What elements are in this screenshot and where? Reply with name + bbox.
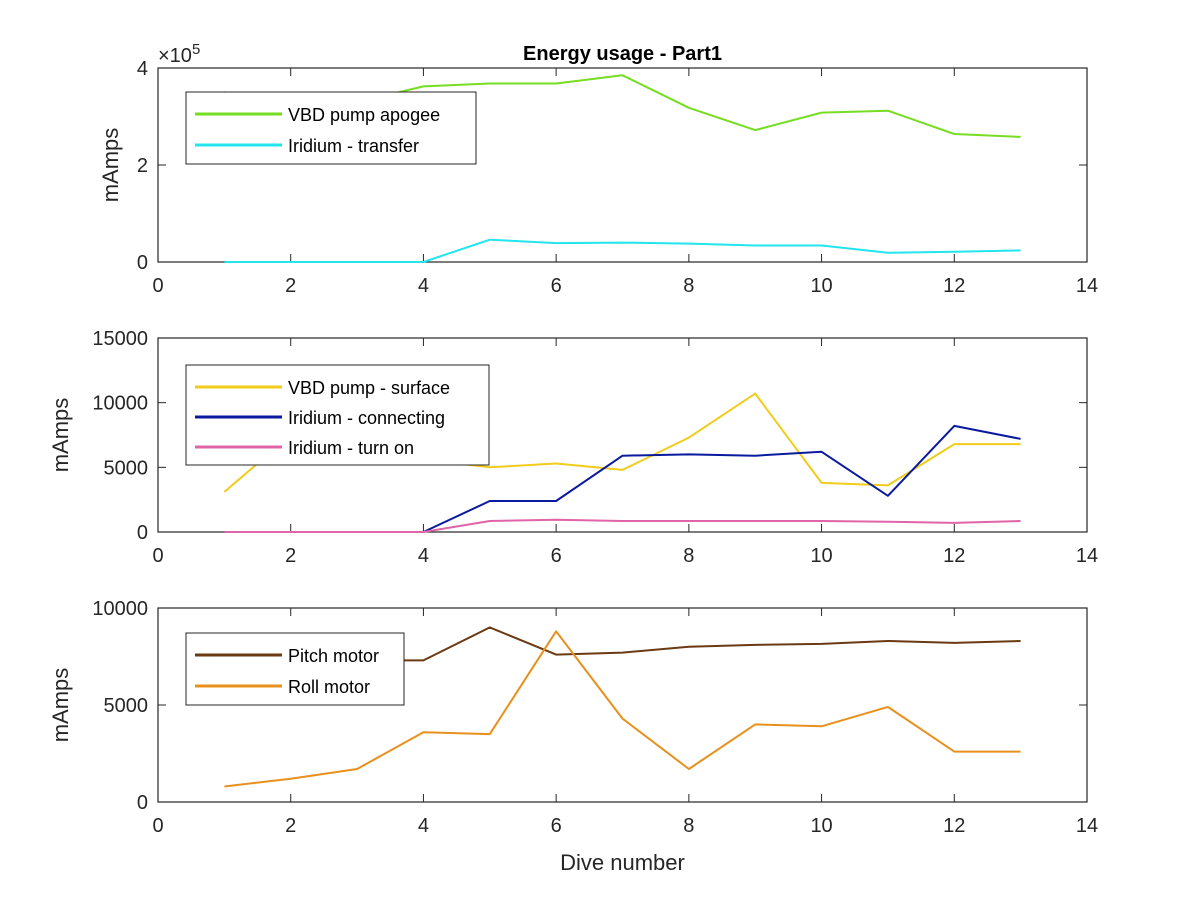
subplot-2: 0 2 4 6 8 10 12 14 0 5000 10000 15000 mAmps VBD pump …: [48, 328, 1098, 567]
legend-entry: VBD pump - surface: [288, 378, 450, 398]
legend: VBD pump - surface Iridium - connecting Ir…: [185, 364, 490, 466]
legend-entry: Iridium - transfer: [288, 136, 419, 156]
legend: VBD pump apogee Iridium - transfer: [185, 91, 477, 165]
legend-entry: Iridium - connecting: [288, 408, 445, 428]
y-axis-label: mAmps: [48, 668, 73, 743]
series-line-2-3: [224, 518, 1021, 533]
series-line-1-2: [224, 238, 1021, 263]
x-tick-label: 10: [810, 545, 832, 567]
x-tick-label: 6: [551, 545, 562, 567]
legend-entry: Roll motor: [288, 677, 370, 697]
x-tick-label: 0: [152, 815, 163, 837]
y-tick-label: 5000: [104, 457, 149, 479]
x-tick-label: 14: [1076, 275, 1098, 297]
y-axis-label: mAmps: [98, 128, 123, 203]
subplot-1: 0 2 4 6 8 10 12 14 0 2 4 ×105 mAmps Energy usage - Pa…: [98, 41, 1098, 297]
legend-box: [185, 632, 405, 706]
x-tick-label: 2: [285, 545, 296, 567]
x-tick-label: 10: [810, 275, 832, 297]
y-tick-label: 4: [137, 58, 148, 80]
x-tick-label: 0: [152, 545, 163, 567]
y-tick-label: 2: [137, 155, 148, 177]
y-tick-label: 15000: [92, 328, 148, 350]
legend-box: [185, 91, 477, 165]
y-tick-label: 10000: [92, 598, 148, 620]
x-tick-label: 8: [683, 815, 694, 837]
x-tick-label: 4: [418, 275, 429, 297]
x-tick-label: 14: [1076, 815, 1098, 837]
legend-entry: Iridium - turn on: [288, 438, 414, 458]
y-tick-label: 10000: [92, 393, 148, 415]
y-tick-label: 0: [137, 792, 148, 814]
y-multiplier: ×105: [158, 41, 200, 67]
subplot-3: 0 2 4 6 8 10 12 14 0 5000 10000 mAmps Dive number Pit…: [48, 598, 1098, 875]
series-line-3-2: [224, 630, 1021, 788]
x-tick-label: 4: [418, 545, 429, 567]
chart-title: Energy usage - Part1: [523, 43, 722, 65]
x-tick-label: 2: [285, 275, 296, 297]
x-tick-label: 10: [810, 815, 832, 837]
legend-entry: VBD pump apogee: [288, 105, 440, 125]
x-tick-label: 8: [683, 545, 694, 567]
legend-entry: Pitch motor: [288, 646, 379, 666]
x-tick-label: 2: [285, 815, 296, 837]
x-tick-label: 4: [418, 815, 429, 837]
x-tick-label: 6: [551, 815, 562, 837]
legend: Pitch motor Roll motor: [185, 632, 405, 706]
x-tick-label: 12: [943, 815, 965, 837]
y-axis-label: mAmps: [48, 398, 73, 473]
x-tick-label: 12: [943, 545, 965, 567]
y-tick-label: 0: [137, 522, 148, 544]
y-tick-label: 5000: [104, 695, 149, 717]
x-tick-label: 14: [1076, 545, 1098, 567]
x-tick-label: 12: [943, 275, 965, 297]
x-tick-label: 0: [152, 275, 163, 297]
x-tick-label: 8: [683, 275, 694, 297]
x-axis-label: Dive number: [560, 850, 685, 875]
x-tick-label: 6: [551, 275, 562, 297]
y-tick-label: 0: [137, 252, 148, 274]
